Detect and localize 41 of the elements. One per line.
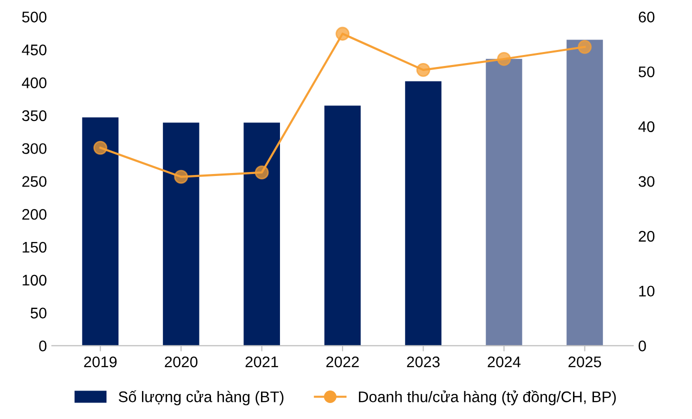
bar — [324, 106, 361, 346]
point — [254, 166, 269, 180]
y2-tick-label: 50 — [638, 66, 654, 78]
y-tick-label: 50 — [30, 308, 46, 318]
y2-tick-label: 0 — [638, 340, 646, 352]
point — [93, 140, 108, 155]
legend-label: Số lượng cửa hàng (BT) — [118, 390, 284, 406]
x-tick-label: 2020 — [164, 356, 198, 368]
y-tick-label: 0 — [39, 340, 46, 352]
legend-label: Doanh thu/cửa hàng (tỷ đồng/CH, BP) — [358, 390, 616, 406]
y-tick-label: 200 — [22, 208, 46, 220]
y2-tick-label: 20 — [638, 230, 654, 242]
x-tick-label: 2023 — [407, 356, 440, 368]
bar — [162, 122, 200, 346]
y-tick-label: 450 — [22, 44, 46, 56]
y-tick-label: 150 — [22, 242, 46, 253]
bar — [486, 58, 522, 346]
x-tick-label: 2021 — [246, 356, 278, 368]
x-tick-label: 2025 — [568, 356, 602, 368]
y2-tick-label: 60 — [638, 12, 654, 22]
bar — [405, 81, 442, 346]
y-tick-label: 500 — [22, 12, 46, 22]
x-tick-label: 2024 — [488, 356, 521, 368]
point — [174, 170, 188, 184]
y-tick-label: 350 — [22, 110, 46, 122]
y-tick-label: 250 — [22, 176, 46, 187]
y2-tick-label: 30 — [638, 176, 654, 187]
y-tick-label: 300 — [22, 143, 46, 154]
bar — [566, 40, 603, 346]
x-tick-label: 2019 — [84, 356, 117, 368]
point — [416, 62, 430, 77]
point — [497, 52, 511, 66]
bar — [244, 122, 280, 346]
x-tick-label: 2022 — [326, 356, 359, 368]
y2-tick-label: 40 — [638, 121, 654, 132]
y2-tick-label: 10 — [639, 286, 654, 297]
y-tick-label: 400 — [22, 77, 46, 88]
y-tick-label: 100 — [22, 274, 46, 286]
point — [336, 26, 350, 41]
point — [578, 40, 592, 54]
bar — [82, 117, 119, 346]
